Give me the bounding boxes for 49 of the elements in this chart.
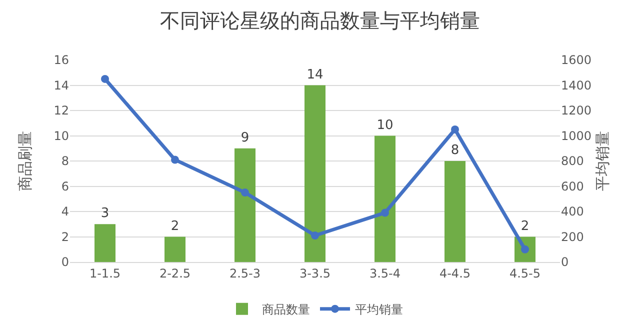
data-label: 2	[520, 218, 530, 234]
bar	[304, 85, 326, 262]
point	[241, 188, 249, 197]
y2-tick-label: 1600	[561, 53, 592, 68]
x-tick-label: 3-3.5	[299, 266, 331, 280]
y2-tick-label: 1400	[561, 78, 592, 92]
point	[451, 125, 459, 134]
y2-tick-label: 1200	[561, 104, 592, 118]
data-label: 3	[100, 206, 110, 222]
bar	[444, 161, 466, 262]
x-tick-label: 4-4.5	[439, 266, 471, 280]
y2-tick-label: 1000	[561, 128, 592, 143]
bar	[374, 136, 396, 262]
x-tick-label: 3.5-4	[369, 266, 401, 280]
x-tick-label: 4.5-5	[509, 266, 541, 280]
y-axis-title: 商品刷量	[16, 131, 34, 191]
point	[101, 74, 109, 83]
y2-axis-title: 平均销量	[594, 131, 612, 191]
y-tick-label: 8	[61, 154, 69, 168]
legend-label: 商品数量	[262, 302, 310, 316]
data-label: 2	[170, 218, 180, 234]
point	[311, 231, 319, 240]
y-tick-label: 12	[54, 104, 69, 118]
point	[171, 156, 179, 164]
y-tick-label: 14	[54, 78, 69, 92]
y-tick-label: 4	[61, 204, 69, 219]
y-tick-label: 10	[54, 128, 69, 143]
data-label: 8	[450, 143, 460, 158]
y2-tick-label: 400	[561, 204, 584, 219]
y2-tick-label: 0	[561, 255, 569, 270]
legend-label: 平均销量	[355, 302, 403, 316]
x-tick-label: 1-1.5	[89, 266, 121, 280]
data-label: 9	[240, 130, 250, 146]
y2-tick-label: 200	[561, 230, 584, 244]
y-tick-label: 2	[61, 230, 69, 244]
bar	[164, 236, 186, 262]
y2-tick-label: 800	[561, 154, 584, 168]
bar	[234, 148, 256, 262]
point	[381, 208, 389, 217]
data-label: 10	[376, 118, 394, 133]
bar	[94, 224, 116, 262]
x-tick-label: 2-2.5	[159, 266, 191, 280]
chart-title: 不同评论星级的商品数量与平均销量	[160, 8, 480, 32]
x-tick-label: 2.5-3	[229, 266, 261, 280]
y-tick-label: 16	[54, 53, 69, 68]
data-label: 14	[306, 67, 324, 82]
y-tick-label: 0	[61, 255, 69, 270]
y2-tick-label: 600	[561, 179, 584, 194]
y-tick-label: 6	[61, 179, 69, 194]
